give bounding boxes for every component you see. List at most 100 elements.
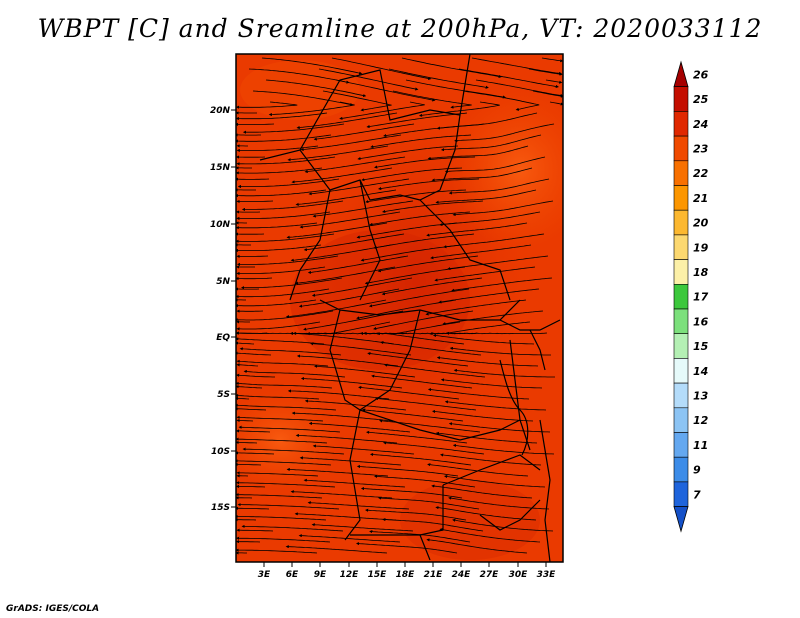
streamline: [363, 331, 465, 345]
lon-tick-label: 12E: [340, 570, 360, 580]
streamline: [431, 167, 533, 182]
streamline: [241, 200, 344, 211]
lon-tick-label: 6E: [286, 570, 299, 580]
streamline: [382, 200, 484, 214]
streamline: [291, 167, 393, 184]
streamline: [261, 57, 363, 75]
streamline: [434, 266, 536, 282]
streamline: [236, 396, 250, 400]
country-borders: [259, 54, 561, 562]
streamline: [303, 478, 406, 488]
streamline: [236, 440, 258, 445]
streamline: [362, 408, 464, 422]
streamline: [242, 447, 345, 455]
streamline: [426, 222, 528, 237]
streamline: [236, 381, 333, 389]
streamline: [236, 548, 318, 554]
colorbar-label: 26: [693, 68, 709, 81]
streamline: [308, 178, 410, 196]
streamline: [382, 517, 484, 532]
streamline: [294, 512, 397, 521]
streamline: [462, 90, 540, 111]
streamline: [375, 397, 477, 411]
streamline: [306, 332, 408, 336]
streamline: [236, 493, 323, 499]
streamline: [268, 101, 355, 117]
colorbar: 26 25 24 23 22 21 20 19 18 17 16 15 14 13 12 11 9 7: [673, 60, 709, 533]
streamline: [236, 101, 298, 109]
streamline: [365, 189, 467, 204]
colorbar-band: [673, 407, 689, 433]
streamline: [444, 400, 547, 411]
streamline: [471, 57, 563, 75]
streamline: [236, 363, 259, 367]
lon-tick-label: 24E: [452, 570, 472, 580]
lat-tick-label: 5N: [216, 277, 230, 287]
streamline: [236, 255, 339, 266]
streamline: [236, 418, 254, 423]
streamline: [431, 484, 533, 499]
colorbar-label: 17: [693, 291, 709, 304]
streamline: [286, 467, 389, 477]
colorbar-label: 23: [693, 142, 709, 155]
streamline: [241, 277, 343, 290]
lat-tick-label: 15S: [211, 503, 230, 513]
wbpt-field: [236, 54, 563, 562]
streamline: [236, 337, 325, 345]
colorbar-band: [673, 185, 689, 211]
colorbar-band: [673, 333, 689, 359]
streamline: [392, 90, 472, 109]
streamline: [236, 451, 275, 455]
streamline: [265, 79, 367, 98]
lon-tick-label: 21E: [424, 570, 444, 580]
streamline: [313, 123, 415, 141]
streamline: [236, 310, 334, 322]
streamline: [236, 299, 317, 308]
streamline: [449, 346, 551, 356]
streamline: [238, 425, 341, 433]
lat-tick-label: 15N: [210, 163, 231, 173]
colorbar-label: 11: [693, 439, 708, 452]
colorbar-label: 14: [693, 365, 708, 378]
streamline: [366, 430, 468, 444]
streamline: [357, 145, 459, 161]
streamline: [453, 368, 555, 378]
streamline: [435, 431, 538, 444]
streamline: [293, 331, 395, 345]
streamline: [294, 266, 396, 285]
streamline: [236, 385, 263, 389]
streamline: [299, 211, 401, 229]
streamline: [435, 506, 537, 521]
streamline: [418, 101, 500, 117]
streamline: [236, 462, 262, 466]
streamline: [405, 79, 507, 99]
streamline: [311, 523, 414, 532]
colorbar-band: [673, 209, 689, 236]
streamline: [296, 354, 399, 367]
streamline: [378, 496, 480, 510]
streamline: [442, 310, 544, 326]
streamline: [236, 167, 323, 175]
streamline: [298, 534, 401, 543]
streamline: [236, 145, 319, 152]
lat-tick-label: EQ: [216, 333, 230, 343]
streamline: [371, 374, 473, 389]
streamline: [454, 123, 555, 143]
streamline: [378, 178, 480, 191]
streamline: [541, 57, 563, 63]
lat-tick-label: 10S: [211, 447, 230, 457]
grads-credit: GrADS: IGES/COLA: [6, 604, 100, 614]
streamline: [364, 266, 466, 285]
streamline: [380, 341, 482, 356]
colorbar-band: [673, 259, 689, 285]
streamline: [444, 474, 546, 488]
streamline: [374, 156, 476, 169]
streamline: [436, 356, 539, 367]
streamline: [318, 68, 419, 91]
streamline: [444, 156, 546, 173]
streamline: [381, 277, 483, 296]
streamline: [252, 90, 354, 107]
streamline: [236, 266, 326, 276]
streamline: [236, 112, 328, 121]
colorbar-band: [673, 382, 689, 409]
